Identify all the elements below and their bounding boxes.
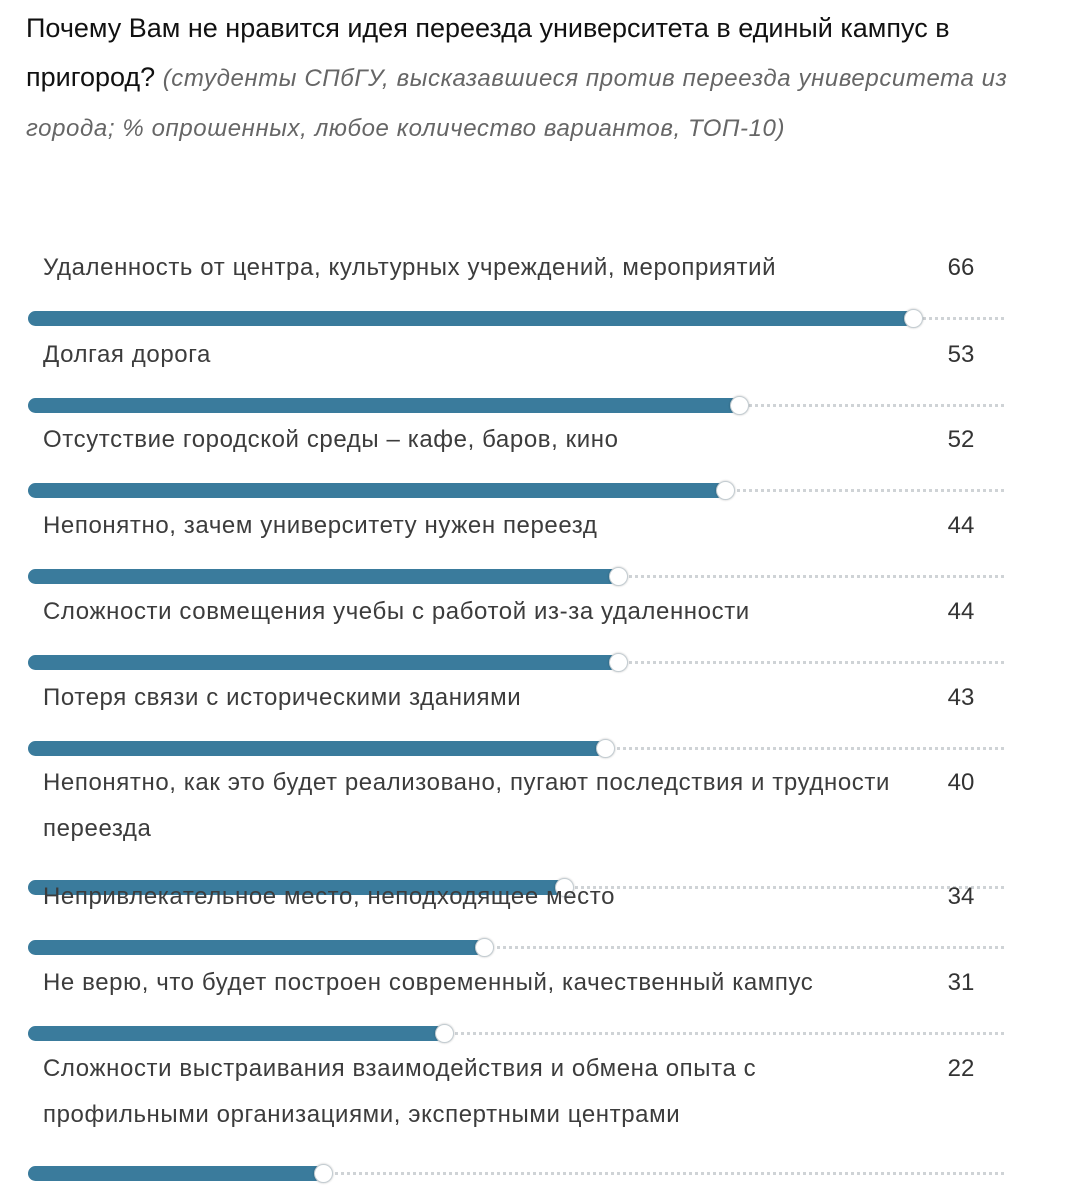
category-label: Непривлекательное место, неподходящее ме… (43, 883, 616, 910)
category-label: Удаленность от центра, культурных учрежд… (43, 254, 777, 281)
value-label: 40 (947, 769, 975, 796)
value-label: 66 (947, 254, 975, 281)
value-label: 22 (947, 1055, 975, 1082)
bar-end-marker (475, 938, 494, 957)
bar-end-marker (904, 309, 923, 328)
category-label: Сложности выстраивания взаимодействия и … (43, 1055, 757, 1128)
bar-end-marker (314, 1164, 333, 1183)
bar-track (28, 1172, 1004, 1175)
chart-header: Почему Вам не нравится идея переезда уни… (26, 4, 1026, 153)
bar-end-marker (596, 739, 615, 758)
bar (28, 398, 739, 413)
category-label: Отсутствие городской среды – кафе, баров… (43, 426, 619, 453)
bar (28, 880, 564, 895)
bar-track (28, 946, 1004, 949)
category-label: Непонятно, зачем университету нужен пере… (43, 512, 598, 539)
bar (28, 483, 725, 498)
category-label: Сложности совмещения учебы с работой из-… (43, 598, 750, 625)
category-label: Непонятно, как это будет реализовано, пу… (43, 769, 890, 842)
value-label: 44 (947, 598, 975, 625)
bar-end-marker (716, 481, 735, 500)
category-label: Не верю, что будет построен современный,… (43, 969, 814, 996)
category-label: Долгая дорога (43, 341, 212, 368)
chart-title: Почему Вам не нравится идея переезда уни… (26, 13, 950, 92)
bar-end-marker (555, 878, 574, 897)
value-label: 34 (947, 883, 975, 910)
bar (28, 1026, 444, 1041)
value-label: 43 (947, 684, 975, 711)
value-label: 52 (947, 426, 975, 453)
category-label: Потеря связи с историческими зданиями (43, 684, 522, 711)
value-label: 44 (947, 512, 975, 539)
bar (28, 741, 605, 756)
bar-end-marker (609, 567, 628, 586)
bar (28, 940, 484, 955)
bar-end-marker (435, 1024, 454, 1043)
value-label: 31 (947, 969, 975, 996)
bar-track (28, 1032, 1004, 1035)
chart-subtitle: (студенты СПбГУ, высказавшиеся против пе… (26, 65, 1008, 142)
bar (28, 311, 913, 326)
value-label: 53 (947, 341, 975, 368)
bar-end-marker (609, 653, 628, 672)
bar (28, 1166, 323, 1181)
bar (28, 655, 618, 670)
bar-end-marker (730, 396, 749, 415)
bar (28, 569, 618, 584)
